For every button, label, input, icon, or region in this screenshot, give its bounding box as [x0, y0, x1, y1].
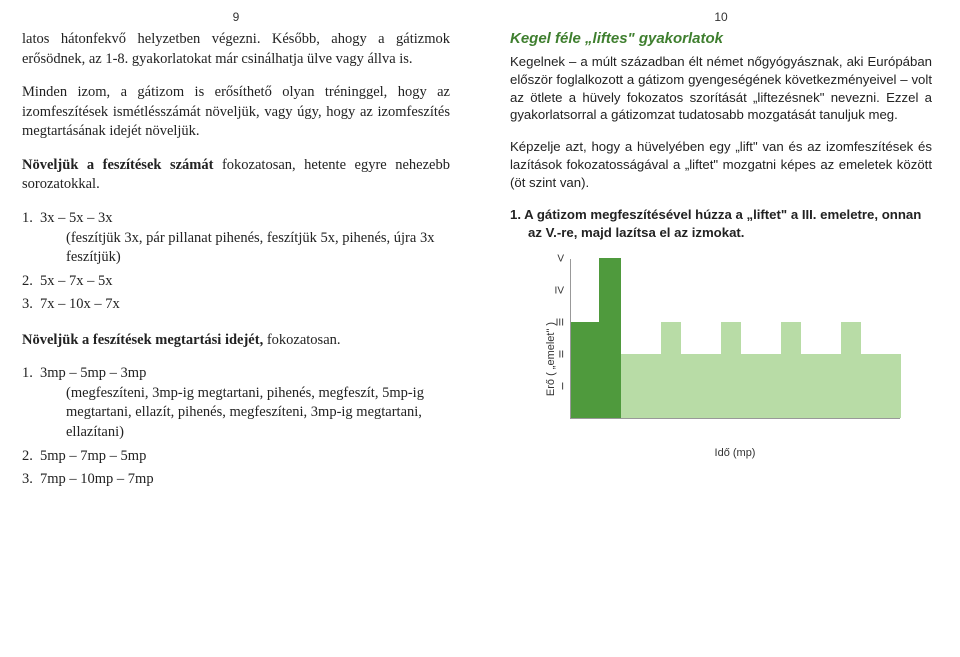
chart-y-ticks: VIVIIIIII: [546, 259, 566, 419]
list1-item-1: 1.3x – 5x – 3x (feszítjük 3x, pár pillan…: [22, 209, 450, 268]
kegel-title: Kegel féle „liftes" gyakorlatok: [510, 30, 932, 47]
chart-bar: [599, 258, 621, 418]
left-paragraph-2: Minden izom, a gátizom is erősíthető oly…: [22, 83, 450, 142]
list2-item-1-detail: (megfeszíteni, 3mp-ig megtartani, pihené…: [44, 384, 450, 443]
chart-bar: [721, 322, 741, 418]
exercise-list-1: 1.3x – 5x – 3x (feszítjük 3x, pár pillan…: [22, 209, 450, 315]
list1-item-1-main: 3x – 5x – 3x: [40, 210, 113, 226]
list2-item-3-num: 3.: [22, 470, 40, 490]
lead2-rest: fokozatosan.: [263, 332, 340, 348]
list2-item-2-num: 2.: [22, 447, 40, 467]
chart-bar: [861, 354, 901, 418]
chart-y-tick: V: [557, 254, 564, 265]
list1-item-3-num: 3.: [22, 295, 40, 315]
list2-item-1-main: 3mp – 5mp – 3mp: [40, 365, 146, 381]
left-lead-1: Növeljük a feszítések számát fokozatosan…: [22, 156, 450, 195]
page-number-left: 9: [22, 10, 450, 24]
chart-y-tick: III: [556, 318, 564, 329]
list2-item-1-num: 1.: [22, 364, 40, 384]
list1-item-1-num: 1.: [22, 209, 40, 229]
lead2-bold: Növeljük a feszítések megtartási idejét,: [22, 332, 263, 348]
list2-item-1: 1.3mp – 5mp – 3mp (megfeszíteni, 3mp-ig …: [22, 364, 450, 442]
right-paragraph-1: Kegelnek – a múlt században élt német nő…: [510, 53, 932, 124]
list1-item-3: 3.7x – 10x – 7x: [22, 295, 450, 315]
exercise-list-2: 1.3mp – 5mp – 3mp (megfeszíteni, 3mp-ig …: [22, 364, 450, 489]
chart-x-label: Idő (mp): [570, 447, 900, 459]
left-paragraph-1: latos hátonfekvő helyzetben végezni. Kés…: [22, 30, 450, 69]
chart-bar: [621, 354, 661, 418]
chart-bar: [781, 322, 801, 418]
page-left: 9 latos hátonfekvő helyzetben végezni. K…: [0, 0, 480, 657]
list2-item-2-main: 5mp – 7mp – 5mp: [40, 448, 146, 464]
chart-plot-area: [570, 259, 900, 419]
lead1-bold: Növeljük a feszítések számát: [22, 157, 213, 173]
chart-bar: [841, 322, 861, 418]
right-paragraph-2: Képzelje azt, hogy a hüvelyében egy „lif…: [510, 138, 932, 191]
chart-bar: [801, 354, 841, 418]
chart-bar: [681, 354, 721, 418]
list1-item-2: 2.5x – 7x – 5x: [22, 272, 450, 292]
chart-bar: [741, 354, 781, 418]
chart-y-tick: IV: [555, 286, 564, 297]
page-number-right: 10: [510, 10, 932, 24]
list2-item-2: 2.5mp – 7mp – 5mp: [22, 447, 450, 467]
chart-y-tick: I: [561, 382, 564, 393]
chart-y-tick: II: [558, 350, 564, 361]
step-1: 1. A gátizom megfeszítésével húzza a „li…: [510, 206, 932, 242]
list1-item-2-main: 5x – 7x – 5x: [40, 273, 113, 289]
chart-bar: [571, 322, 599, 418]
lift-chart: Erő ( „emelet" ) VIVIIIIII Idő (mp): [540, 259, 910, 459]
list2-item-3: 3.7mp – 10mp – 7mp: [22, 470, 450, 490]
list2-item-3-main: 7mp – 10mp – 7mp: [40, 471, 154, 487]
list1-item-1-detail: (feszítjük 3x, pár pillanat pihenés, fes…: [44, 229, 450, 268]
page-spread: 9 latos hátonfekvő helyzetben végezni. K…: [0, 0, 960, 657]
list1-item-3-main: 7x – 10x – 7x: [40, 296, 120, 312]
list1-item-2-num: 2.: [22, 272, 40, 292]
left-lead-2: Növeljük a feszítések megtartási idejét,…: [22, 331, 450, 351]
page-right: 10 Kegel féle „liftes" gyakorlatok Kegel…: [480, 0, 960, 657]
chart-bar: [661, 322, 681, 418]
